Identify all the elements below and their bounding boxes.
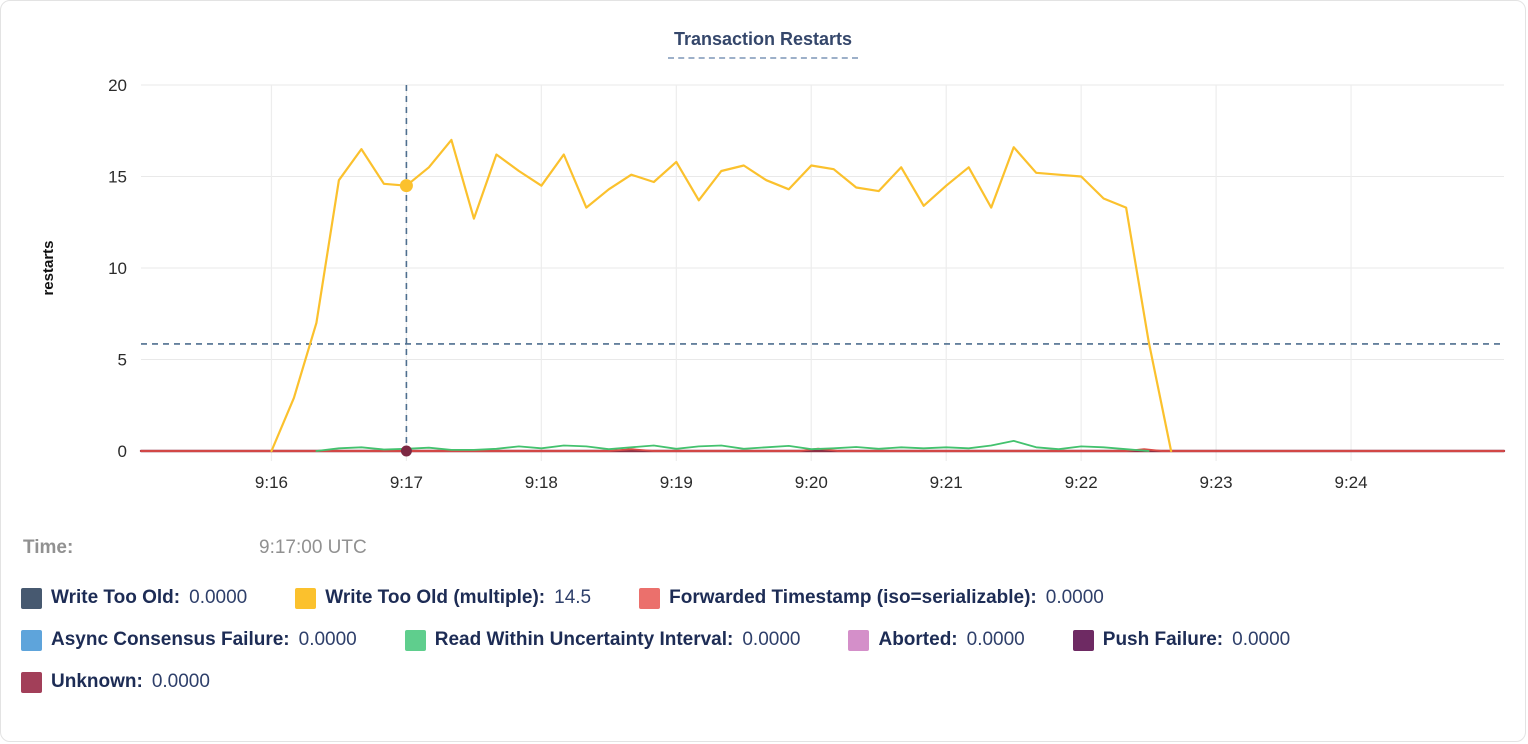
legend-item: Async Consensus Failure: 0.0000 (21, 629, 357, 651)
legend-series-label: Push Failure: (1102, 629, 1224, 650)
x-tick-label: 9:19 (660, 473, 693, 492)
x-tick-label: 9:24 (1335, 473, 1368, 492)
legend-swatch-icon (639, 587, 661, 609)
y-tick-label: 20 (108, 76, 127, 95)
legend-item: Read Within Uncertainty Interval: 0.0000 (404, 629, 801, 651)
y-tick-label: 10 (108, 259, 127, 278)
legend-item: Write Too Old: 0.0000 (21, 587, 247, 609)
x-tick-label: 9:16 (255, 473, 288, 492)
legend-item: Push Failure: 0.0000 (1072, 629, 1291, 651)
legend-swatch-icon (21, 671, 42, 693)
legend-row: Write Too Old: 0.0000 Write Too Old (multi… (21, 587, 1511, 609)
y-axis-title: restarts (40, 240, 57, 295)
legend-row: Async Consensus Failure: 0.0000 Read Withi… (21, 629, 1511, 651)
legend-series-value: 0.0000 (298, 629, 357, 650)
hover-point (399, 179, 413, 193)
legend-series-label: Read Within Uncertainty Interval: (434, 629, 734, 650)
x-tick-label: 9:20 (795, 473, 828, 492)
legend-series-label: Unknown: (51, 671, 143, 692)
x-tick-label: 9:18 (525, 473, 558, 492)
legend-item: Forwarded Timestamp (iso=serializable): 0… (639, 587, 1104, 609)
time-label: Time: (23, 537, 74, 558)
time-value: 9:17:00 UTC (259, 537, 367, 558)
legend-series-value: 14.5 (554, 587, 592, 608)
series-line-write-too-old-multiple- (270, 138, 1173, 453)
x-tick-label: 9:23 (1200, 473, 1233, 492)
legend-swatch-icon (21, 629, 42, 651)
y-tick-label: 0 (118, 442, 127, 461)
legend-series-value: 0.0000 (1045, 587, 1104, 608)
legend-series-value: 0.0000 (189, 587, 248, 608)
chart-title-text[interactable]: Transaction Restarts (667, 29, 859, 59)
chart-legend: Write Too Old: 0.0000 Write Too Old (multi… (21, 587, 1511, 713)
x-tick-label: 9:22 (1065, 473, 1098, 492)
y-tick-label: 15 (108, 168, 127, 187)
legend-series-label: Forwarded Timestamp (iso=serializable): (669, 587, 1037, 608)
legend-series-value: 0.0000 (151, 671, 210, 692)
legend-series-value: 0.0000 (1232, 629, 1291, 650)
legend-swatch-icon (404, 629, 426, 651)
legend-item: Aborted: 0.0000 (848, 629, 1025, 651)
legend-series-value: 0.0000 (742, 629, 801, 650)
legend-item: Write Too Old (multiple): 14.5 (295, 587, 591, 609)
legend-swatch-icon (21, 587, 42, 609)
legend-row: Unknown: 0.0000 (21, 671, 1511, 693)
x-tick-label: 9:21 (930, 473, 963, 492)
legend-series-label: Write Too Old: (51, 587, 181, 608)
legend-swatch-icon (1072, 629, 1094, 651)
chart-title: Transaction Restarts (1, 29, 1525, 59)
legend-swatch-icon (848, 629, 870, 651)
legend-series-value: 0.0000 (966, 629, 1025, 650)
hover-time-row: Time: 9:17:00 UTC (1, 537, 1525, 563)
legend-series-label: Aborted: (878, 629, 958, 650)
legend-item: Unknown: 0.0000 (21, 671, 210, 693)
transaction-restarts-chart[interactable]: 0 5 10 15 20 9:16 9:17 9:18 9:19 9:20 9:21 9:22 9:23… (1, 1, 1526, 511)
series-line-read-within-uncertainty-interval (315, 439, 1150, 452)
y-tick-label: 5 (118, 351, 127, 370)
legend-swatch-icon (295, 587, 317, 609)
legend-series-label: Write Too Old (multiple): (325, 587, 546, 608)
hover-point (400, 445, 412, 457)
legend-series-label: Async Consensus Failure: (51, 629, 290, 650)
x-tick-label: 9:17 (390, 473, 423, 492)
